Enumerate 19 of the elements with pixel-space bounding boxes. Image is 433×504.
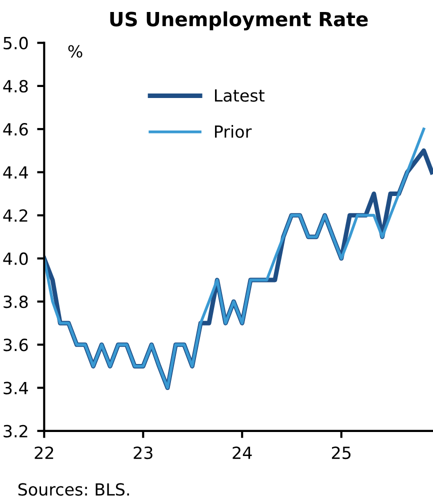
y-tick-label: 3.4	[4, 382, 28, 394]
chart-title: US Unemployment Rate	[110, 11, 368, 30]
y-tick-label: 3.8	[4, 296, 28, 308]
y-tick-label: 3.6	[4, 338, 28, 352]
y-tick-label: 4.0	[3, 252, 28, 266]
y-tick-label: 4.6	[3, 123, 28, 136]
source-note: Sources: BLS.	[18, 483, 129, 496]
y-tick-label: 3.2	[4, 424, 28, 438]
y-axis-title: %	[68, 45, 82, 58]
y-tick-label: 4.4	[3, 166, 28, 179]
y-tick-label: 4.8	[3, 80, 28, 93]
x-tick-label: 23	[134, 446, 152, 460]
x-tick-label: 24	[232, 446, 252, 459]
x-tick-label: 25	[332, 446, 350, 460]
legend-label: Prior	[215, 125, 252, 138]
legend-label: Latest	[215, 89, 264, 102]
y-tick-label: 5.0	[4, 36, 28, 50]
x-tick-label: 22	[34, 446, 54, 459]
y-tick-label: 4.2	[3, 209, 28, 222]
